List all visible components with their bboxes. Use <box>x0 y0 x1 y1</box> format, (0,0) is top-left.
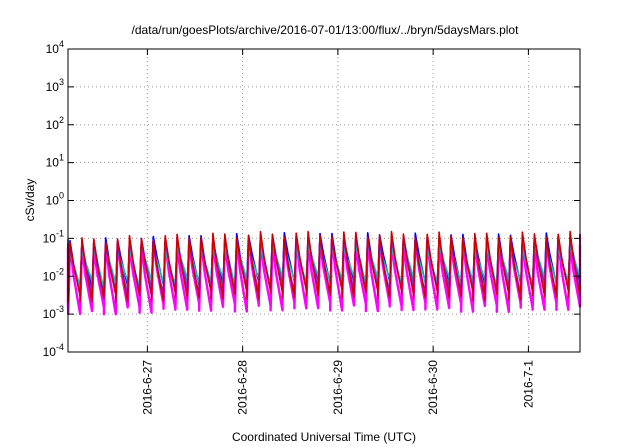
x-axis-label: Coordinated Universal Time (UTC) <box>232 430 416 444</box>
chart-title: /data/run/goesPlots/archive/2016-07-01/1… <box>132 23 520 37</box>
y-tick-label: 103 <box>46 77 64 94</box>
y-axis: 10-4 10-3 10-2 10-1 100 101 102 103 104 <box>43 39 580 359</box>
x-tick-label: 2016-6-27 <box>140 360 154 415</box>
y-tick-label: 101 <box>46 153 64 170</box>
y-axis-label: cSv/day <box>23 179 37 222</box>
y-tick-label: 10-2 <box>43 266 64 283</box>
y-tick-label: 100 <box>46 191 64 208</box>
y-tick-label: 10-3 <box>43 304 64 321</box>
y-tick-label: 102 <box>46 115 64 132</box>
series-line <box>66 238 582 316</box>
y-tick-label: 104 <box>46 39 64 56</box>
series-line <box>67 230 581 303</box>
x-tick-label: 2016-6-29 <box>331 360 345 415</box>
x-tick-label: 2016-6-28 <box>236 360 250 415</box>
series-layer <box>66 230 582 316</box>
grid <box>68 49 580 352</box>
x-tick-label: 2016-7-1 <box>521 360 535 408</box>
x-tick-label: 2016-6-30 <box>426 360 440 415</box>
x-axis: 2016-6-27 2016-6-28 2016-6-29 2016-6-30 2016… <box>140 49 535 415</box>
y-tick-label: 10-1 <box>43 228 64 245</box>
y-tick-label: 10-4 <box>43 342 64 359</box>
